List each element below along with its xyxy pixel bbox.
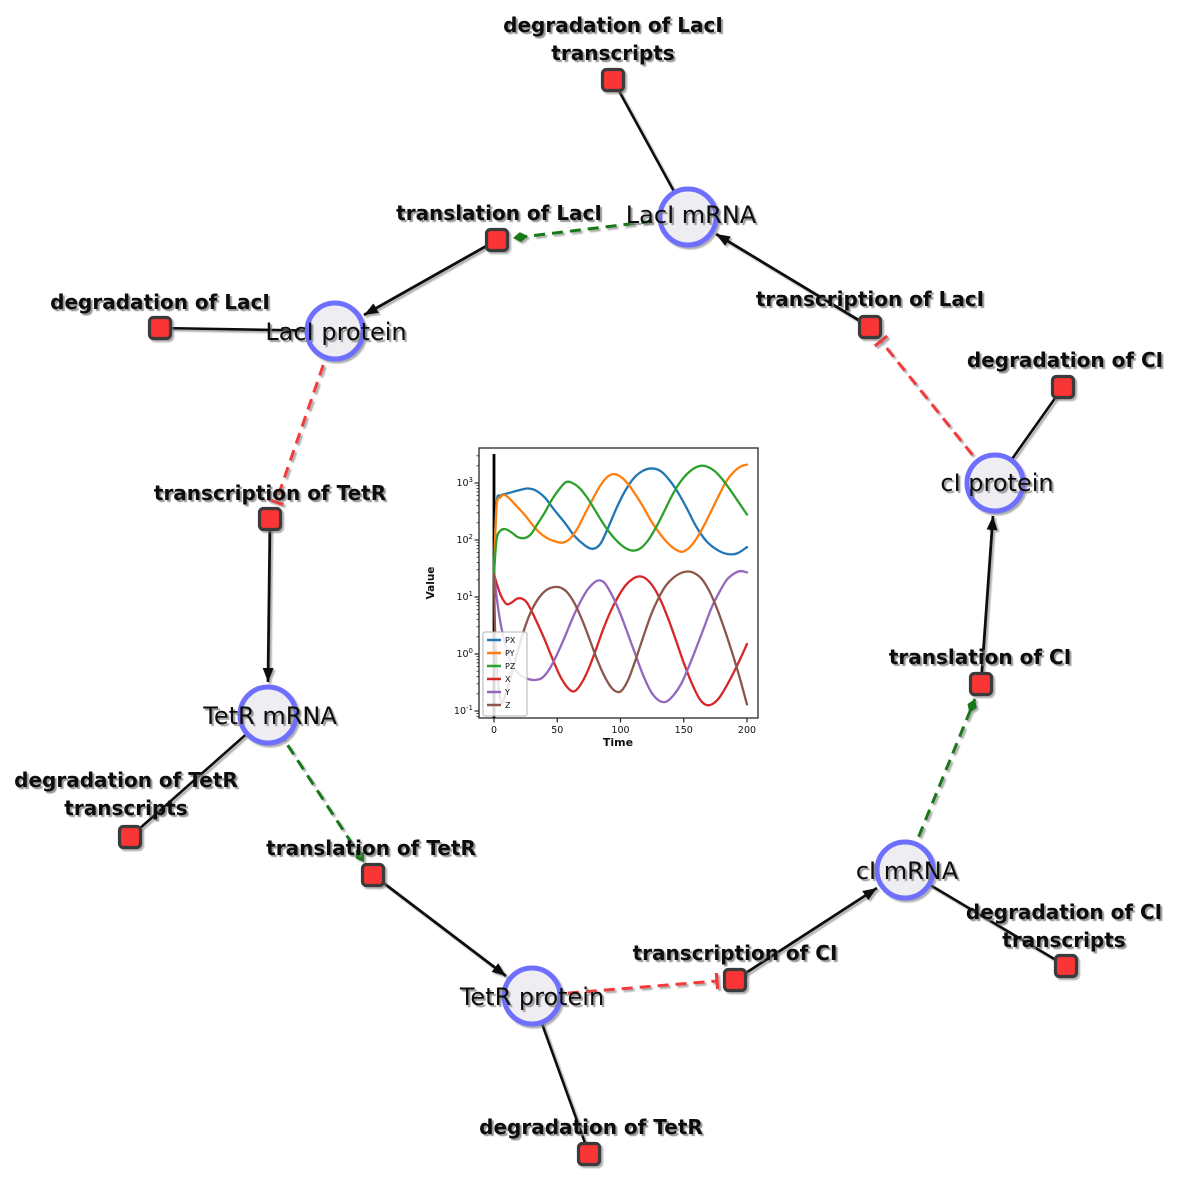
label-degradation-of-lacI-transcripts: degradation of LacI transcripts [503, 13, 723, 65]
reaction-node-degradation-cI-transcripts [1053, 953, 1079, 979]
reaction-node-translation-tetR [360, 862, 386, 888]
edge-transcription-tetR-to-tetR-mrna [262, 518, 274, 683]
reaction-node-degradation-tetR-transcripts [117, 824, 143, 850]
x-tick-label: 0 [491, 725, 497, 736]
series-PZ [492, 464, 749, 576]
label-translation-of-lacI: translation of LacI [396, 201, 602, 225]
label-degradation-of-cI-transcripts: degradation of CI transcripts [965, 900, 1163, 952]
label-tetR-mrna: TetR mRNA [203, 702, 337, 730]
label-translation-of-tetR: translation of TetR [266, 836, 476, 860]
legend-entry-PX: PX [505, 636, 516, 645]
y-tick-label: 100 [456, 647, 473, 660]
legend-entry-PZ: PZ [505, 662, 516, 671]
legend-entry-Y: Y [504, 688, 510, 697]
edge-lacI-mrna-modifies-translation [512, 215, 689, 243]
label-transcription-of-lacI: transcription of LacI [755, 287, 985, 311]
legend-entry-PY: PY [505, 649, 515, 658]
edge-translation-tetR-to-tetR-protein [372, 873, 507, 978]
legend-entry-X: X [505, 675, 511, 684]
reaction-node-translation-cI [968, 671, 994, 697]
plot-ylabel: Value [425, 567, 437, 600]
species-node-tetR-protein [501, 965, 563, 1027]
species-node-cI-protein [964, 452, 1026, 514]
series-X [492, 573, 749, 707]
label-lacI-protein: LacI protein [265, 318, 407, 346]
series-PY [492, 463, 749, 576]
label-cI-mrna: cI mRNA [855, 857, 959, 885]
species-node-lacI-mrna [657, 186, 719, 248]
x-tick-label: 150 [675, 725, 693, 736]
label-degradation-of-tetR: degradation of TetR [479, 1115, 703, 1139]
edge-transcription-cI-to-cI-mrna [734, 886, 878, 982]
label-tetR-protein: TetR protein [459, 983, 605, 1011]
label-transcription-of-tetR: transcription of TetR [153, 481, 387, 505]
edges-layer [129, 79, 1067, 1155]
label-degradation-of-tetR-transcripts: degradation of TetR transcripts [14, 768, 238, 820]
x-tick-label: 50 [551, 725, 563, 736]
reaction-node-degradation-lacI [147, 315, 173, 341]
edge-cI-mrna-to-degradation-transcripts [904, 868, 1067, 968]
reaction-node-degradation-lacI-transcripts [600, 67, 626, 93]
y-tick-label: 102 [456, 533, 473, 546]
simulation-plot: 10-1 100 101 102 103 0 50 100 150 200 Time Value PX P… [420, 436, 772, 766]
edge-tetR-protein-inhibits-transcription-cI [531, 972, 720, 998]
label-lacI-mrna: LacI mRNA [625, 201, 757, 229]
label-cI-protein: cI protein [940, 469, 1054, 497]
species-node-lacI-protein [304, 300, 366, 362]
species-node-cI-mrna [874, 839, 936, 901]
x-tick-label: 200 [738, 725, 756, 736]
edge-translation-lacI-to-lacI-protein [363, 238, 498, 317]
species-node-tetR-mrna [237, 684, 299, 746]
label-translation-of-cI: translation of CI [888, 645, 1072, 669]
y-tick-label: 103 [456, 476, 473, 489]
reaction-node-translation-lacI [484, 227, 510, 253]
edge-cI-protein-inhibits-transcription-lacI [873, 334, 997, 484]
reaction-node-degradation-cI [1050, 374, 1076, 400]
label-degradation-of-lacI: degradation of LacI [50, 290, 270, 314]
plot-xlabel: Time [603, 736, 633, 749]
edge-tetR-mrna-modifies-translation [266, 714, 366, 863]
reaction-node-degradation-tetR [576, 1141, 602, 1167]
y-tick-label: 101 [456, 590, 473, 603]
reaction-node-transcription-lacI [857, 314, 883, 340]
edge-transcription-lacI-to-lacI-mrna [715, 232, 871, 329]
edge-translation-cI-to-cI-protein [979, 515, 998, 685]
label-transcription-of-cI: transcription of CI [632, 941, 838, 965]
label-degradation-of-cI: degradation of CI [966, 348, 1164, 372]
x-tick-label: 100 [611, 725, 629, 736]
nodes-layer [117, 67, 1079, 1167]
legend-entry-Z: Z [505, 701, 511, 710]
edge-lacI-protein-inhibits-transcription-tetR [267, 330, 337, 507]
reaction-node-transcription-tetR [257, 506, 283, 532]
reaction-node-transcription-cI [722, 967, 748, 993]
edge-cI-mrna-modifies-translation [903, 698, 977, 871]
y-tick-label: 10-1 [454, 704, 473, 717]
edge-tetR-mrna-to-degradation-transcripts [129, 714, 269, 838]
